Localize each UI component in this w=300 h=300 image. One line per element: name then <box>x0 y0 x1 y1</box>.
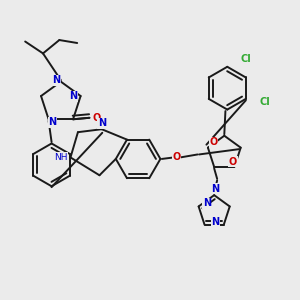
Text: Cl: Cl <box>259 97 270 107</box>
Text: N: N <box>98 118 106 128</box>
Text: O: O <box>93 113 101 123</box>
Text: N: N <box>52 75 60 85</box>
Text: O: O <box>172 152 181 162</box>
Text: N: N <box>48 117 56 127</box>
Text: O: O <box>229 157 237 166</box>
Text: N: N <box>212 217 220 227</box>
Text: N: N <box>69 91 77 101</box>
Text: Cl: Cl <box>241 54 251 64</box>
Text: O: O <box>210 137 218 147</box>
Text: NH: NH <box>54 153 68 162</box>
Text: N: N <box>203 199 211 208</box>
Text: N: N <box>212 184 220 194</box>
